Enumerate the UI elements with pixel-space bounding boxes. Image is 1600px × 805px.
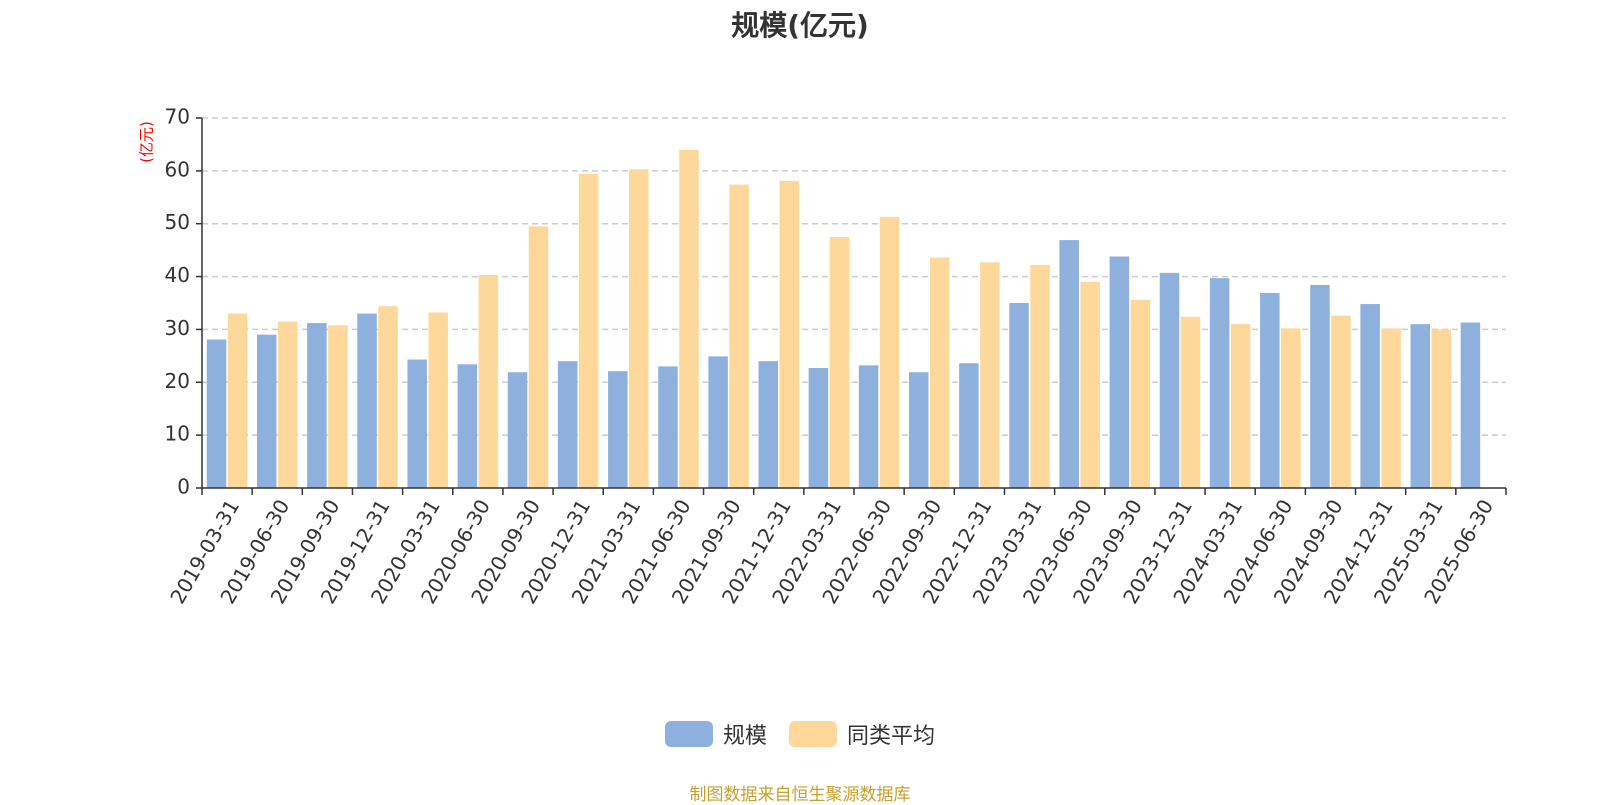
bar-peer-average: [227, 313, 248, 488]
bar-scale: [206, 339, 227, 488]
bar-peer-average: [328, 325, 348, 488]
bar-scale: [959, 363, 979, 488]
bars: [206, 149, 1481, 489]
y-tick-label: 50: [165, 210, 190, 234]
bar-scale: [1410, 324, 1431, 488]
bar-peer-average: [679, 149, 699, 488]
bar-peer-average: [578, 174, 599, 488]
bar-scale: [908, 372, 929, 488]
bar-scale: [1460, 322, 1481, 488]
bar-peer-average: [1080, 281, 1100, 488]
bar-peer-average: [1281, 328, 1301, 488]
bar-peer-average: [729, 184, 749, 488]
bar-scale: [1310, 285, 1330, 488]
bar-scale: [658, 366, 678, 488]
bar-peer-average: [1431, 329, 1452, 488]
bar-peer-average: [980, 262, 1000, 488]
bar-peer-average: [829, 236, 850, 488]
bar-peer-average: [929, 257, 950, 488]
bar-scale: [357, 313, 377, 488]
legend-swatch-peer-average: [789, 721, 837, 747]
bar-scale: [1109, 256, 1130, 488]
bar-scale: [758, 361, 779, 488]
chart-title: 规模(亿元): [731, 9, 869, 42]
legend-label-scale: 规模: [722, 724, 767, 749]
bar-scale: [1260, 292, 1280, 488]
legend: 规模 同类平均: [0, 718, 1600, 750]
bar-peer-average: [478, 274, 499, 488]
y-tick-label: 60: [165, 157, 190, 181]
legend-item-peer-average[interactable]: 同类平均: [789, 718, 935, 750]
bar-peer-average: [1130, 299, 1151, 488]
bar-peer-average: [277, 321, 298, 488]
y-tick-label: 0: [177, 475, 190, 499]
grid-lines: [202, 117, 1506, 436]
bar-scale: [307, 323, 327, 488]
legend-label-peer-average: 同类平均: [847, 724, 936, 749]
bar-scale: [457, 364, 478, 488]
bar-scale: [808, 368, 829, 488]
bar-peer-average: [378, 306, 398, 488]
bar-scale: [1009, 303, 1029, 488]
bar-scale: [858, 365, 879, 488]
y-tick-label: 20: [165, 369, 190, 393]
bar-peer-average: [1230, 324, 1251, 488]
bar-scale: [1159, 272, 1180, 488]
bar-scale: [608, 371, 628, 488]
bar-scale: [557, 361, 578, 488]
bar-peer-average: [779, 180, 800, 488]
bar-peer-average: [1030, 264, 1050, 488]
bar-peer-average: [428, 312, 448, 488]
bar-peer-average: [1381, 328, 1401, 488]
y-tick-label: 70: [165, 105, 190, 129]
y-tick-label: 30: [165, 316, 190, 340]
y-tick-label: 10: [165, 422, 190, 446]
legend-item-scale[interactable]: 规模: [664, 718, 767, 750]
bar-scale: [256, 334, 277, 488]
bar-peer-average: [629, 169, 649, 488]
source-note: 制图数据来自恒生聚源数据库: [689, 785, 911, 805]
y-tick-label: 40: [165, 263, 190, 287]
bar-scale: [1360, 304, 1380, 488]
bar-scale: [507, 372, 528, 488]
bar-scale: [1209, 278, 1230, 488]
bar-peer-average: [528, 226, 549, 488]
y-axis-unit-label: (亿元): [138, 121, 156, 163]
legend-swatch-scale: [664, 721, 713, 747]
bar-scale: [708, 356, 728, 488]
bar-peer-average: [879, 216, 900, 489]
bar-scale: [1059, 240, 1079, 488]
bar-scale: [407, 359, 427, 488]
bar-peer-average: [1331, 315, 1351, 488]
bar-peer-average: [1180, 316, 1201, 488]
